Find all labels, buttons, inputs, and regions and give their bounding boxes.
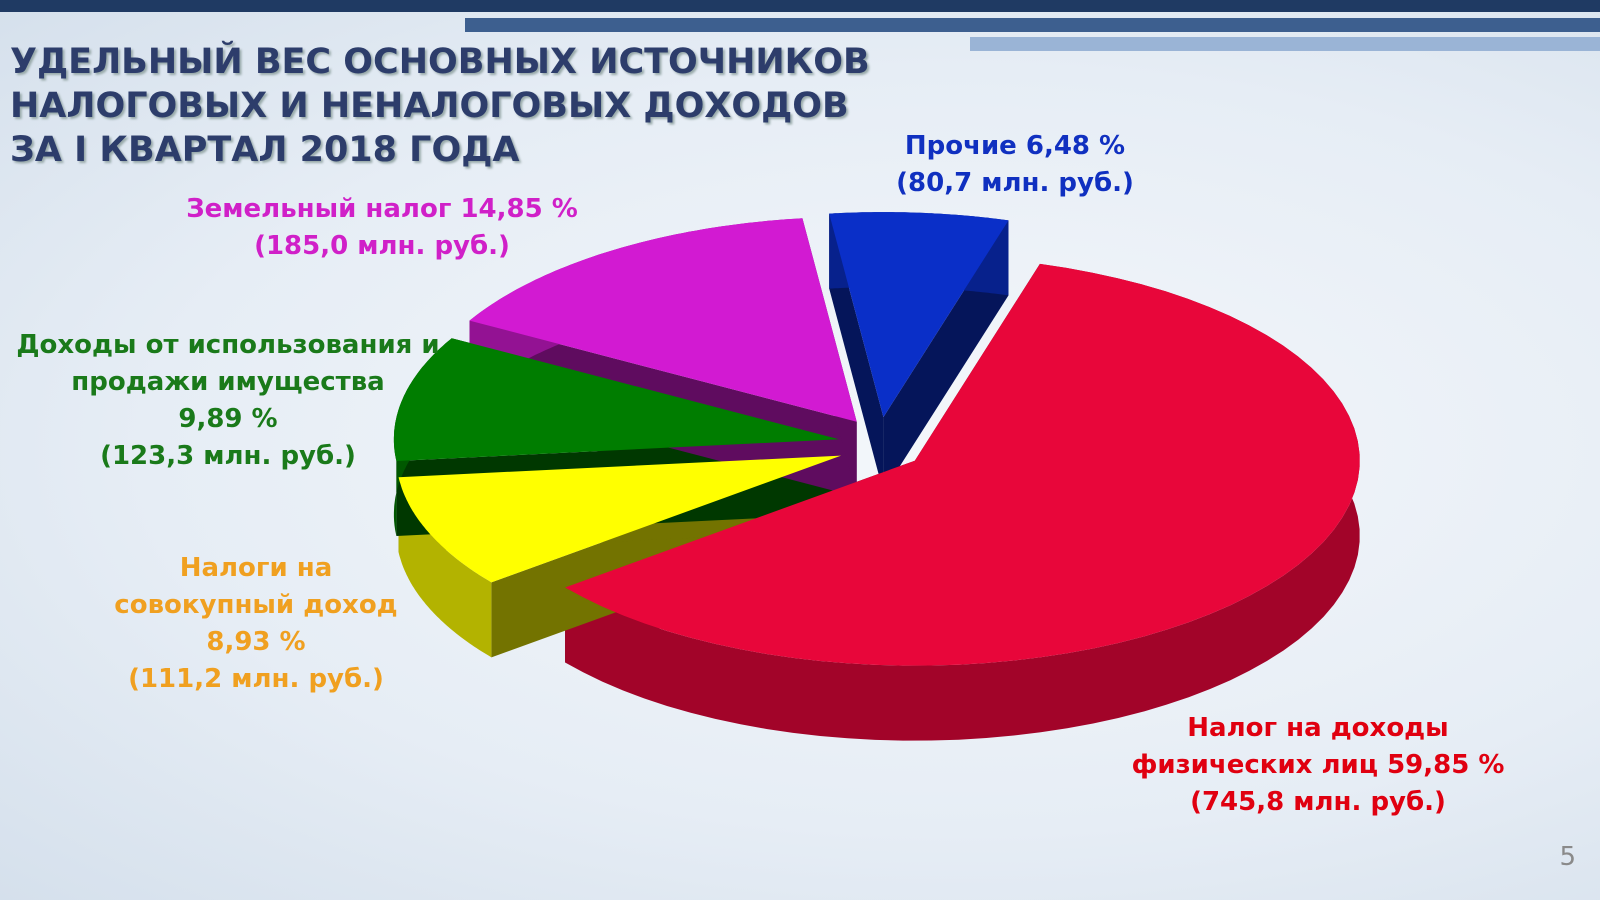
slice-label: Налог на доходы физических лиц 59,85 % (7… [1098, 710, 1538, 821]
amount-label: (745,8 млн. руб.) [1190, 787, 1446, 817]
slice [565, 263, 1360, 666]
slice [393, 338, 839, 461]
slice [829, 212, 1009, 418]
value-label: 9,89 % [178, 404, 278, 434]
title-line: УДЕЛЬНЫЙ ВЕС ОСНОВНЫХ ИСТОЧНИКОВ [10, 42, 870, 82]
title-line: ЗА I КВАРТАЛ 2018 ГОДА [10, 130, 520, 170]
slice [469, 218, 857, 422]
value-label: 8,93 % [206, 627, 306, 657]
slice-label: Налоги на совокупный доход 8,93 % (111,2 м… [96, 550, 416, 698]
slice-side [398, 477, 492, 658]
slide-number: 5 [1559, 842, 1576, 872]
value-label: 14,85 % [460, 194, 578, 224]
category-label: Доходы от использования и продажи имущес… [16, 330, 440, 397]
slice-label: Земельный налог 14,85 % (185,0 млн. руб.) [152, 191, 612, 265]
value-label: 6,48 % [1025, 131, 1126, 161]
amount-label: (185,0 млн. руб.) [254, 231, 510, 261]
category-label: Прочие [904, 131, 1017, 161]
top-bar [970, 37, 1600, 51]
pie [393, 212, 1360, 741]
amount-label: (80,7 млн. руб.) [896, 168, 1134, 198]
title-line: НАЛОГОВЫХ И НЕНАЛОГОВЫХ ДОХОДОВ [10, 86, 849, 126]
slice-label: Прочие 6,48 % (80,7 млн. руб.) [855, 128, 1175, 202]
slice-side [565, 263, 1360, 741]
top-bar [0, 0, 1600, 12]
top-bar [465, 18, 1600, 32]
slice [398, 455, 842, 583]
value-label: 59,85 % [1387, 750, 1505, 780]
slice-label: Доходы от использования и продажи имущес… [8, 327, 448, 475]
category-label: Налоги на совокупный доход [114, 553, 398, 620]
chart-title: УДЕЛЬНЫЙ ВЕС ОСНОВНЫХ ИСТОЧНИКОВ НАЛОГОВЫ… [10, 40, 870, 172]
category-label: Налог на доходы физических лиц [1131, 713, 1449, 780]
amount-label: (111,2 млн. руб.) [128, 664, 384, 694]
amount-label: (123,3 млн. руб.) [100, 441, 356, 471]
category-label: Земельный налог [186, 194, 452, 224]
